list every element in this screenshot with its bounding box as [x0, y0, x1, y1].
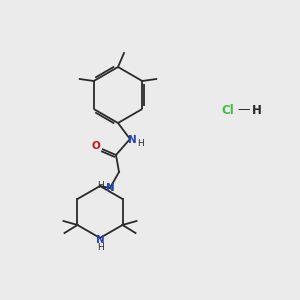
Text: N: N: [106, 183, 114, 193]
Text: N: N: [96, 235, 104, 245]
Text: H: H: [252, 103, 262, 116]
Text: Cl: Cl: [222, 103, 234, 116]
Text: H: H: [138, 139, 144, 148]
Text: —: —: [238, 103, 250, 116]
Text: O: O: [92, 141, 100, 151]
Text: H: H: [98, 182, 104, 190]
Text: H: H: [97, 244, 104, 253]
Text: N: N: [128, 135, 136, 145]
